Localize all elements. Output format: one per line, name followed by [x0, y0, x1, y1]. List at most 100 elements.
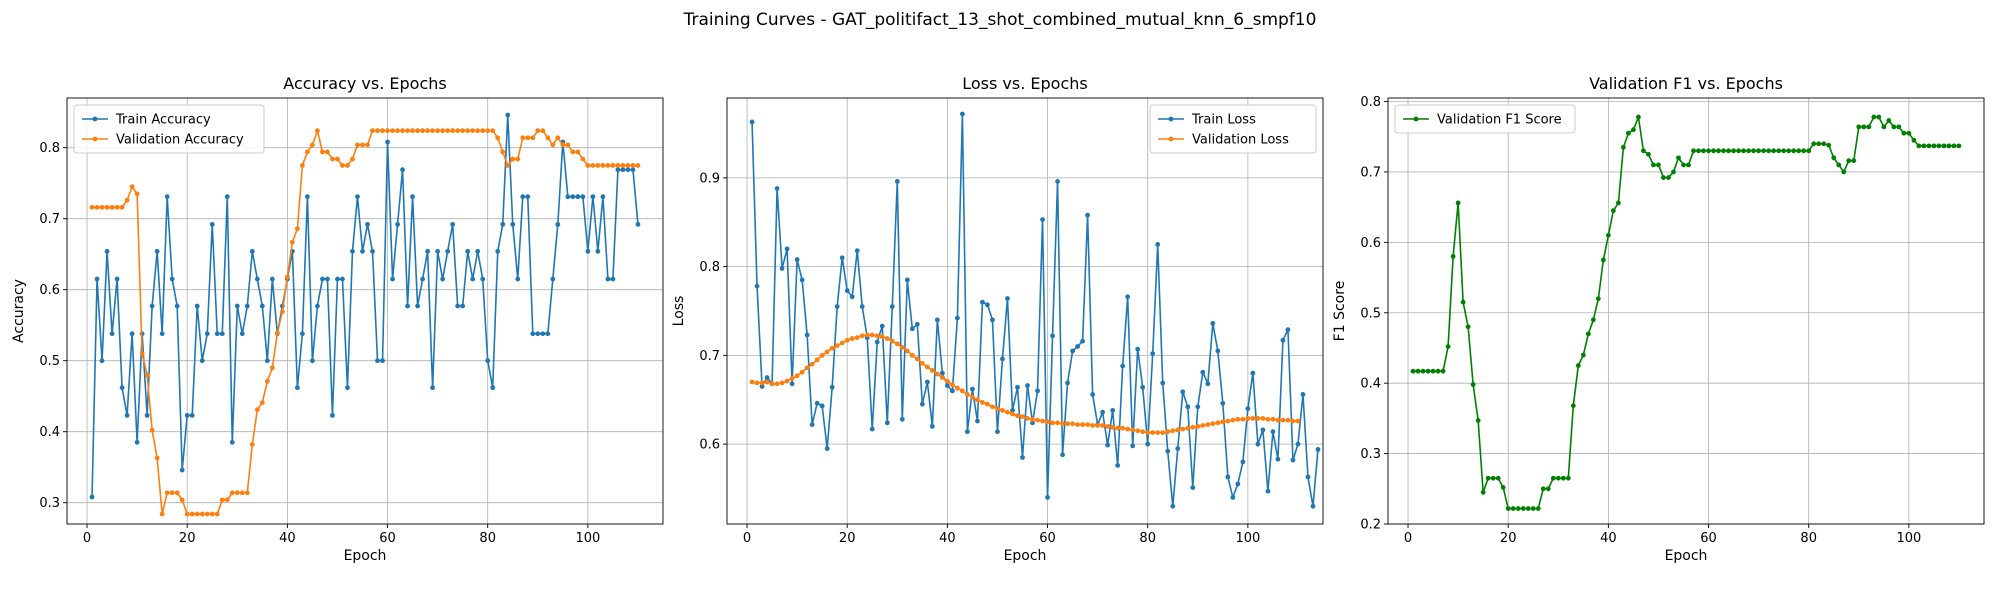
data-point-validation-f1-score	[1656, 162, 1661, 168]
data-point-validation-accuracy	[565, 142, 571, 148]
data-point-train-loss	[1035, 388, 1040, 394]
data-point-train-loss	[965, 429, 970, 435]
data-point-validation-loss	[1245, 415, 1251, 421]
data-point-validation-f1-score	[1876, 114, 1882, 120]
data-point-train-accuracy	[159, 331, 165, 337]
data-point-validation-accuracy	[460, 128, 466, 134]
x-tick-label: 0	[83, 531, 91, 546]
data-point-train-accuracy	[179, 467, 185, 473]
data-point-validation-loss	[1175, 427, 1181, 433]
data-point-validation-accuracy	[340, 163, 345, 168]
data-point-train-accuracy	[550, 276, 556, 282]
data-point-train-loss	[1235, 481, 1241, 487]
data-point-validation-loss	[814, 357, 820, 363]
data-point-train-accuracy	[525, 194, 531, 200]
data-point-train-loss	[899, 416, 905, 422]
data-point-validation-accuracy	[214, 511, 220, 517]
data-point-validation-accuracy	[315, 128, 320, 134]
data-point-train-loss	[894, 179, 900, 184]
data-point-validation-loss	[1135, 428, 1141, 434]
legend-marker	[92, 136, 98, 142]
data-point-train-accuracy	[620, 167, 626, 173]
data-point-validation-loss	[1010, 411, 1015, 417]
data-point-train-loss	[904, 277, 910, 283]
data-point-train-loss	[1125, 294, 1131, 300]
data-point-validation-f1-score	[1831, 155, 1837, 161]
data-point-train-loss	[854, 248, 860, 254]
data-point-validation-accuracy	[89, 204, 95, 210]
data-point-validation-accuracy	[189, 511, 195, 517]
data-point-validation-loss	[934, 371, 940, 377]
data-point-train-accuracy	[535, 331, 541, 337]
data-point-validation-loss	[874, 333, 880, 339]
data-point-validation-accuracy	[234, 490, 240, 496]
data-point-validation-loss	[919, 360, 925, 366]
data-point-validation-loss	[1070, 421, 1075, 427]
data-point-validation-loss	[889, 338, 895, 344]
data-point-train-loss	[764, 375, 770, 380]
data-point-validation-loss	[1075, 422, 1080, 427]
data-point-validation-f1-score	[1470, 382, 1476, 387]
data-point-validation-accuracy	[595, 163, 601, 168]
data-point-train-accuracy	[119, 385, 125, 391]
data-point-validation-loss	[809, 361, 815, 367]
data-point-train-loss	[1165, 448, 1171, 454]
data-point-validation-accuracy	[475, 128, 481, 134]
data-point-train-loss	[1230, 494, 1236, 500]
data-point-train-accuracy	[585, 248, 591, 254]
data-point-train-accuracy	[395, 221, 400, 227]
data-point-validation-loss	[1110, 424, 1116, 430]
data-point-validation-loss	[1275, 417, 1281, 423]
data-point-validation-accuracy	[420, 128, 425, 134]
data-point-validation-loss	[985, 401, 990, 407]
data-point-train-loss	[849, 294, 855, 300]
data-point-validation-accuracy	[269, 365, 275, 371]
data-point-train-accuracy	[490, 385, 496, 391]
x-tick-label: 80	[1139, 531, 1156, 546]
data-point-validation-accuracy	[249, 442, 255, 447]
data-point-validation-f1-score	[1605, 232, 1611, 238]
data-point-train-loss	[919, 401, 925, 407]
data-point-train-loss	[779, 266, 785, 271]
data-point-train-loss	[1045, 494, 1050, 500]
data-point-validation-accuracy	[400, 128, 405, 134]
data-point-validation-loss	[1000, 408, 1005, 413]
data-point-validation-loss	[774, 381, 780, 387]
data-point-validation-accuracy	[310, 142, 315, 148]
data-point-validation-accuracy	[279, 309, 285, 315]
data-point-train-loss	[970, 386, 975, 392]
data-point-validation-accuracy	[560, 142, 566, 148]
data-point-validation-accuracy	[450, 128, 456, 134]
data-point-train-loss	[824, 446, 830, 451]
data-point-validation-accuracy	[615, 163, 621, 168]
data-point-train-loss	[954, 315, 960, 321]
data-point-validation-loss	[1165, 429, 1171, 435]
data-point-validation-accuracy	[209, 511, 215, 517]
y-tick-label: 0.5	[39, 354, 60, 369]
data-point-train-loss	[874, 339, 880, 345]
data-point-train-loss	[1000, 356, 1005, 362]
data-point-validation-accuracy	[184, 511, 190, 517]
data-point-train-loss	[1275, 456, 1281, 462]
data-point-validation-loss	[949, 382, 955, 388]
data-point-train-loss	[1180, 389, 1186, 395]
data-point-validation-f1-score	[1706, 148, 1711, 154]
data-point-validation-loss	[1260, 415, 1266, 421]
data-point-train-loss	[1185, 404, 1191, 410]
data-point-validation-f1-score	[1450, 254, 1456, 259]
data-point-validation-loss	[1080, 422, 1085, 427]
data-point-validation-accuracy	[259, 400, 265, 405]
data-point-validation-loss	[1025, 415, 1030, 421]
data-point-validation-accuracy	[330, 156, 335, 162]
data-point-train-accuracy	[169, 276, 175, 282]
data-point-validation-accuracy	[350, 156, 355, 162]
data-point-validation-loss	[1030, 416, 1035, 422]
data-point-validation-f1-score	[1771, 148, 1777, 154]
data-point-validation-loss	[1160, 430, 1166, 435]
data-point-validation-f1-score	[1701, 148, 1706, 154]
data-point-validation-loss	[844, 337, 850, 343]
data-point-train-loss	[990, 317, 995, 323]
data-point-train-loss	[1100, 409, 1106, 415]
data-point-train-loss	[1280, 337, 1286, 343]
data-point-validation-accuracy	[545, 135, 551, 141]
